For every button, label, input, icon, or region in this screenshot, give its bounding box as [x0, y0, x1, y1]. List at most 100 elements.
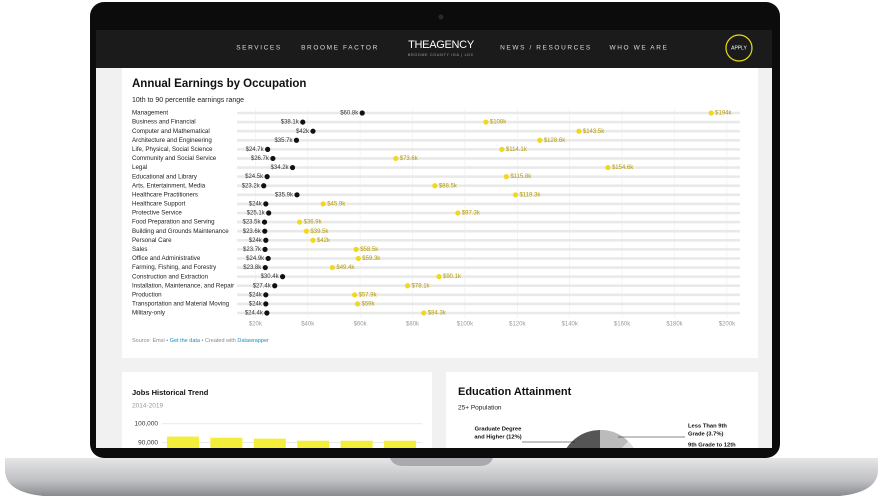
bar — [253, 438, 286, 448]
logo-sub: BROOME COUNTY IDA | LDC — [408, 53, 474, 57]
category-label: Personal Care — [132, 237, 172, 244]
high-dot — [483, 119, 489, 125]
high-dot — [404, 283, 411, 289]
high-label: $42k — [317, 238, 331, 244]
high-dot — [605, 164, 611, 171]
chart-subtitle: 10th to 90 percentile earnings range — [132, 97, 244, 104]
x-tick-label: $120k — [509, 322, 526, 328]
nav-link[interactable]: SERVICES — [236, 45, 282, 52]
low-dot — [266, 210, 272, 216]
category-label: Protective Service — [132, 210, 182, 217]
high-dot — [432, 183, 438, 189]
low-label: $30.4k — [261, 274, 280, 280]
notch — [390, 458, 493, 466]
card-title: Jobs Historical Trend — [132, 388, 209, 397]
slice-label: Less Than 9th — [688, 424, 727, 430]
low-label: $24k — [249, 292, 263, 298]
high-label: $97.3k — [462, 211, 481, 217]
high-dot — [503, 174, 509, 180]
low-dot — [279, 274, 286, 280]
low-dot — [294, 192, 300, 198]
low-dot — [262, 246, 268, 252]
low-dot — [293, 137, 300, 143]
low-dot — [264, 310, 270, 316]
high-label: $115.8k — [510, 174, 532, 180]
card-subtitle: 25+ Population — [458, 405, 502, 412]
high-label: $78.1k — [412, 283, 431, 289]
datawrapper-link[interactable]: Datawrapper — [237, 338, 269, 344]
nav-link[interactable]: WHO WE ARE — [610, 45, 669, 52]
logo[interactable]: THEAGENCY — [408, 39, 475, 51]
category-label: Installation, Maintenance, and Repair — [132, 282, 234, 289]
category-label: Business and Financial — [132, 119, 196, 126]
high-dot — [708, 110, 714, 116]
low-label: $24.9k — [246, 256, 265, 262]
high-label: $143.5k — [583, 129, 605, 135]
laptop-base — [5, 458, 878, 496]
data-link[interactable]: Get the data — [170, 338, 201, 344]
screen: SERVICES BROOME FACTOR THEAGENCY BROOME … — [96, 30, 772, 448]
x-tick-label: $60k — [354, 322, 368, 328]
slice-label: Graduate Degree — [475, 427, 522, 433]
source: Source: Emsi • Get the data • Created wi… — [132, 338, 269, 344]
high-dot — [455, 210, 461, 216]
high-label: $119.3k — [519, 192, 541, 198]
apply-label[interactable]: APPLY — [731, 45, 747, 51]
low-label: $24k — [249, 301, 263, 307]
high-dot — [393, 155, 399, 162]
low-label: $35.9k — [275, 192, 294, 198]
x-tick-label: $40k — [301, 322, 315, 328]
low-label: $60.8k — [340, 111, 359, 117]
category-label: Farming, Fishing, and Forestry — [132, 264, 217, 271]
high-label: $114.1k — [506, 147, 528, 153]
x-tick-label: $200k — [719, 322, 736, 328]
category-label: Food Preparation and Serving — [132, 219, 215, 226]
low-label: $24k — [249, 238, 263, 244]
low-label: $24.7k — [246, 147, 265, 153]
bar — [167, 436, 199, 448]
low-label: $26.7k — [251, 156, 270, 162]
category-label: Office and Administrative — [132, 255, 201, 262]
category-label: Arts, Entertainment, Media — [132, 182, 206, 189]
low-label: $34.2k — [271, 165, 290, 171]
nav-bar — [96, 30, 772, 68]
low-label: $38.1k — [281, 120, 300, 126]
low-dot — [263, 201, 269, 207]
category-label: Construction and Extraction — [132, 273, 209, 280]
x-tick-label: $80k — [406, 322, 420, 328]
category-label: Architecture and Engineering — [132, 137, 212, 144]
low-dot — [261, 219, 268, 225]
category-label: Sales — [132, 246, 147, 253]
high-label: $88.5k — [439, 183, 458, 189]
high-dot — [297, 219, 303, 225]
slice-label: and Higher (12%) — [474, 435, 521, 441]
category-label: Production — [132, 291, 162, 298]
low-label: $27.4k — [253, 283, 272, 289]
low-dot — [310, 128, 316, 134]
chart-title: Annual Earnings by Occupation — [132, 78, 306, 90]
low-dot — [359, 110, 365, 116]
low-dot — [263, 237, 269, 243]
high-dot — [354, 301, 361, 307]
high-dot — [303, 228, 310, 234]
high-dot — [355, 255, 361, 262]
low-dot — [300, 119, 306, 125]
low-label: $42k — [296, 129, 310, 135]
low-label: $25.1k — [247, 211, 266, 217]
high-label: $36.9k — [304, 220, 323, 226]
category-label: Legal — [132, 164, 147, 171]
low-label: $24.5k — [245, 174, 264, 180]
high-label: $194k — [715, 111, 732, 117]
apply-button[interactable] — [725, 34, 753, 62]
bar — [297, 440, 330, 448]
low-dot — [265, 146, 271, 152]
high-label: $59k — [362, 301, 376, 307]
high-dot — [353, 246, 359, 252]
category-label: Community and Social Service — [132, 155, 217, 162]
high-label: $128.6k — [544, 138, 566, 144]
card-title: Education Attainment — [458, 386, 572, 398]
nav-link[interactable]: BROOME FACTOR — [301, 45, 379, 52]
nav-link[interactable]: NEWS / RESOURCES — [500, 45, 592, 52]
